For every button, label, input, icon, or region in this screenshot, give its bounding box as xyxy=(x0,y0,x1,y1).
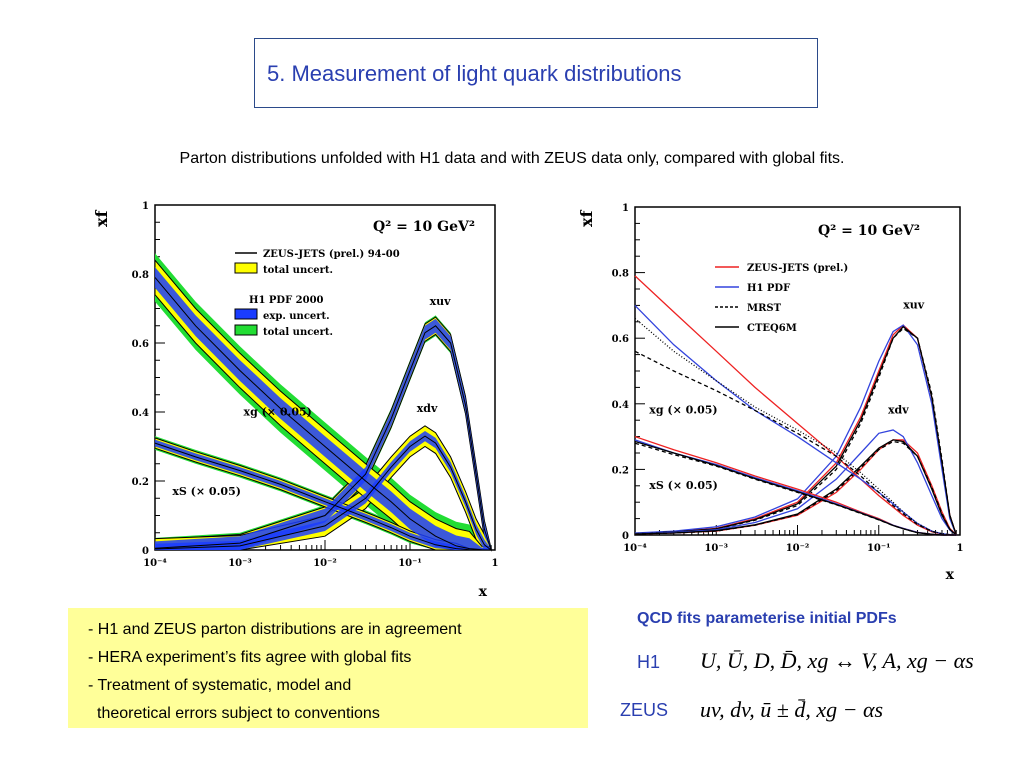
note-line: - HERA experiment’s fits agree with glob… xyxy=(88,649,412,666)
x-tick-label: 10⁻¹ xyxy=(867,543,891,554)
x-tick-label: 1 xyxy=(492,558,499,569)
y-tick-label: 0.2 xyxy=(132,477,149,488)
chart-title: Q² = 10 GeV² xyxy=(373,219,475,235)
chart-svg-left: 0 0.2 0.4 0.6 0.8 1 10⁻⁴ 10⁻³ 10⁻² 10⁻¹ 1 xf x Q² = 1… xyxy=(92,201,499,600)
chart-svg-right: 0 0.2 0.4 0.6 0.8 1 10⁻⁴ 10⁻³ 10⁻² 10⁻¹ 1 xf x Q² = 1… xyxy=(577,203,964,583)
zeus-parameters: uv, dv, ū ± d̄, xg − αs xyxy=(700,697,884,722)
y-tick-label: 1 xyxy=(142,201,149,212)
series-line xyxy=(154,442,492,551)
curve-annotation: xS (× 0.05) xyxy=(172,485,241,498)
note-line: - Treatment of systematic, model and xyxy=(88,677,352,694)
legend-label: total uncert. xyxy=(263,265,333,276)
y-tick-label: 0 xyxy=(622,531,629,542)
series-line xyxy=(154,325,492,551)
page-subtitle: Parton distributions unfolded with H1 da… xyxy=(179,150,845,167)
legend-label: ZEUS-JETS (prel.) 94-00 xyxy=(263,249,400,260)
series-line xyxy=(154,277,492,551)
y-axis-label: xf xyxy=(95,209,111,227)
curve-annotation: xg (× 0.05) xyxy=(649,404,717,417)
note-line: theoretical errors subject to convention… xyxy=(97,705,380,722)
curve-annotation: xg (× 0.05) xyxy=(244,405,312,418)
legend-label: CTEQ6M xyxy=(747,323,797,334)
h1-exp-band xyxy=(155,318,492,550)
series-line xyxy=(634,439,957,536)
legend-label: H1 PDF 2000 xyxy=(249,295,324,306)
y-tick-label: 0.4 xyxy=(612,400,629,411)
x-tick-label: 10⁻¹ xyxy=(398,558,422,569)
legend-label: H1 PDF xyxy=(747,283,790,294)
series-line xyxy=(634,350,957,536)
h1-exp-band xyxy=(155,439,492,550)
y-tick-label: 0 xyxy=(142,546,149,557)
qcd-heading: QCD fits parameterise initial PDFs xyxy=(637,610,897,627)
y-axis-label: xf xyxy=(580,209,596,227)
x-tick-label: 1 xyxy=(957,543,964,554)
h1-parameters: U, Ū, D, D̄, xg ↔ V, A, xg − αs xyxy=(700,648,974,673)
y-tick-label: 0.8 xyxy=(132,270,149,281)
note-line: - H1 and ZEUS parton distributions are i… xyxy=(88,621,462,638)
page-title: 5. Measurement of light quark distributi… xyxy=(267,61,682,86)
series-line xyxy=(634,324,957,536)
series-line xyxy=(634,324,957,536)
legend-label: MRST xyxy=(747,303,782,314)
x-tick-label: 10⁻³ xyxy=(228,558,252,569)
legend-box-swatch xyxy=(234,308,258,320)
x-tick-label: 10⁻² xyxy=(313,558,337,569)
x-axis-label: x xyxy=(479,584,488,600)
y-tick-label: 0.6 xyxy=(612,334,629,345)
legend-box-swatch xyxy=(234,324,258,336)
x-tick-label: 10⁻⁴ xyxy=(143,558,167,569)
x-axis-label: x xyxy=(946,567,955,583)
curve-annotation: xuv xyxy=(430,295,452,308)
y-tick-label: 0.2 xyxy=(612,465,629,476)
series-line xyxy=(634,325,957,536)
x-tick-label: 10⁻² xyxy=(786,543,810,554)
y-tick-label: 0.8 xyxy=(612,269,629,280)
curve-annotation: xdv xyxy=(888,404,909,417)
chart-zeus-h1-bands: 0 0.2 0.4 0.6 0.8 1 10⁻⁴ 10⁻³ 10⁻² 10⁻¹ 1 xf x Q² = 1… xyxy=(92,195,505,610)
h1-label: H1 xyxy=(637,652,661,672)
legend-label: exp. uncert. xyxy=(263,311,330,322)
x-tick-label: 10⁻⁴ xyxy=(623,543,647,554)
zeus-label: ZEUS xyxy=(620,700,669,720)
series-line xyxy=(154,435,492,551)
y-tick-label: 1 xyxy=(622,203,629,214)
title-box: 5. Measurement of light quark distributi… xyxy=(254,38,818,108)
y-tick-label: 0.6 xyxy=(132,339,149,350)
curve-annotation: xdv xyxy=(417,402,438,415)
notes-box: - H1 and ZEUS parton distributions are i… xyxy=(68,608,588,728)
x-tick-label: 10⁻³ xyxy=(704,543,728,554)
curve-annotation: xS (× 0.05) xyxy=(649,479,718,492)
series-line xyxy=(634,429,957,536)
chart-title: Q² = 10 GeV² xyxy=(818,223,920,239)
legend-label: total uncert. xyxy=(263,327,333,338)
y-tick-label: 0.4 xyxy=(132,408,149,419)
h1-total-band xyxy=(155,436,492,550)
legend-box-swatch xyxy=(234,262,258,274)
series-line xyxy=(634,304,957,536)
curve-annotation: xuv xyxy=(903,299,925,312)
legend-label: ZEUS-JETS (prel.) xyxy=(747,263,848,274)
series-line xyxy=(634,440,957,536)
chart-global-fits: 0 0.2 0.4 0.6 0.8 1 10⁻⁴ 10⁻³ 10⁻² 10⁻¹ 1 xf x Q² = 1… xyxy=(577,195,980,595)
